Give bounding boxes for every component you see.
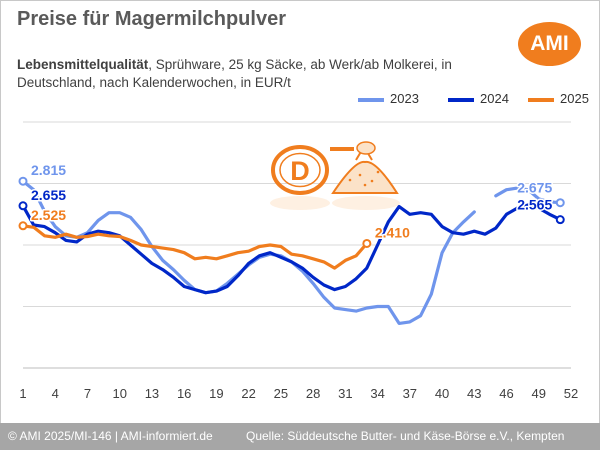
data-label-halo: 2.815 (31, 162, 66, 178)
x-tick-label: 16 (177, 386, 191, 401)
legend-label-2023: 2023 (390, 91, 419, 106)
gridlines (23, 121, 571, 369)
decoration-group: D (270, 141, 400, 210)
series-line-2025 (21, 224, 369, 270)
x-tick-label: 4 (52, 386, 59, 401)
line-chart: D 2.8152.8152.6552.6552.5252.5252.4102.4… (18, 121, 578, 401)
data-label: 2.655 (31, 187, 66, 203)
data-label: 2.525 (31, 207, 66, 223)
x-tick-label: 25 (274, 386, 288, 401)
ami-logo: AMI (518, 22, 581, 66)
x-tick-label: 19 (209, 386, 223, 401)
data-label: 2.410 (375, 224, 410, 240)
series-line-2023 (494, 186, 562, 205)
x-tick-label: 7 (84, 386, 91, 401)
x-axis-ticks: 1 4 7 10 13 16 19 22 25 28 31 34 37 40 43 46 49 52 (19, 386, 578, 401)
x-tick-label: 46 (499, 386, 513, 401)
data-label-halo: 2.655 (31, 187, 66, 203)
data-label-halo: 2.410 (375, 224, 410, 240)
x-tick-label: 31 (338, 386, 352, 401)
subtitle-rest: , Sprühware, 25 kg Säcke, ab Werk/ab Mol… (17, 57, 452, 90)
x-tick-label: 52 (564, 386, 578, 401)
data-label: 2.675 (517, 180, 552, 196)
data-point-marker (555, 215, 565, 225)
chart-subtitle: Lebensmittelqualität, Sprühware, 25 kg S… (17, 56, 487, 92)
country-badge-inner-ring (279, 152, 321, 188)
footer-source: Quelle: Süddeutsche Butter- und Käse-Bör… (246, 429, 565, 443)
x-tick-label: 49 (532, 386, 546, 401)
series-group (21, 179, 562, 325)
data-label: 2.565 (517, 197, 552, 213)
country-badge-icon (271, 145, 329, 195)
data-labels: 2.8152.8152.6552.6552.5252.5252.4102.410… (18, 161, 565, 248)
x-tick-label: 10 (112, 386, 126, 401)
data-point-marker (555, 198, 565, 208)
footer-bar: © AMI 2025/MI-146 | AMI-informiert.de Qu… (0, 423, 600, 450)
data-label-halo: 2.525 (31, 207, 66, 223)
country-badge-shadow (270, 196, 330, 210)
subtitle-bold: Lebensmittelqualität (17, 57, 149, 72)
data-label: 2.815 (31, 162, 66, 178)
data-label-halo: 2.565 (517, 197, 552, 213)
legend-swatch-2024 (448, 98, 474, 102)
legend-label-2025: 2025 (560, 91, 589, 106)
footer-copyright: © AMI 2025/MI-146 | AMI-informiert.de (8, 429, 213, 443)
data-label-halo: 2.675 (517, 180, 552, 196)
legend-label-2024: 2024 (480, 91, 509, 106)
x-tick-label: 22 (241, 386, 255, 401)
legend-swatch-2023 (358, 98, 384, 102)
x-tick-label: 13 (145, 386, 159, 401)
series-line-2024 (21, 203, 562, 295)
country-badge-letter: D (290, 156, 310, 186)
x-tick-label: 34 (370, 386, 384, 401)
x-tick-label: 28 (306, 386, 320, 401)
data-point-marker (18, 201, 28, 211)
data-point-marker (362, 238, 372, 248)
x-tick-label: 1 (19, 386, 26, 401)
data-point-marker (18, 176, 28, 186)
legend-swatch-2025 (528, 98, 554, 102)
chart-title: Preise für Magermilchpulver (17, 8, 286, 30)
data-point-marker (18, 221, 28, 231)
x-tick-label: 43 (467, 386, 481, 401)
powder-heap-icon (330, 141, 400, 210)
x-tick-label: 37 (403, 386, 417, 401)
x-tick-label: 40 (435, 386, 449, 401)
